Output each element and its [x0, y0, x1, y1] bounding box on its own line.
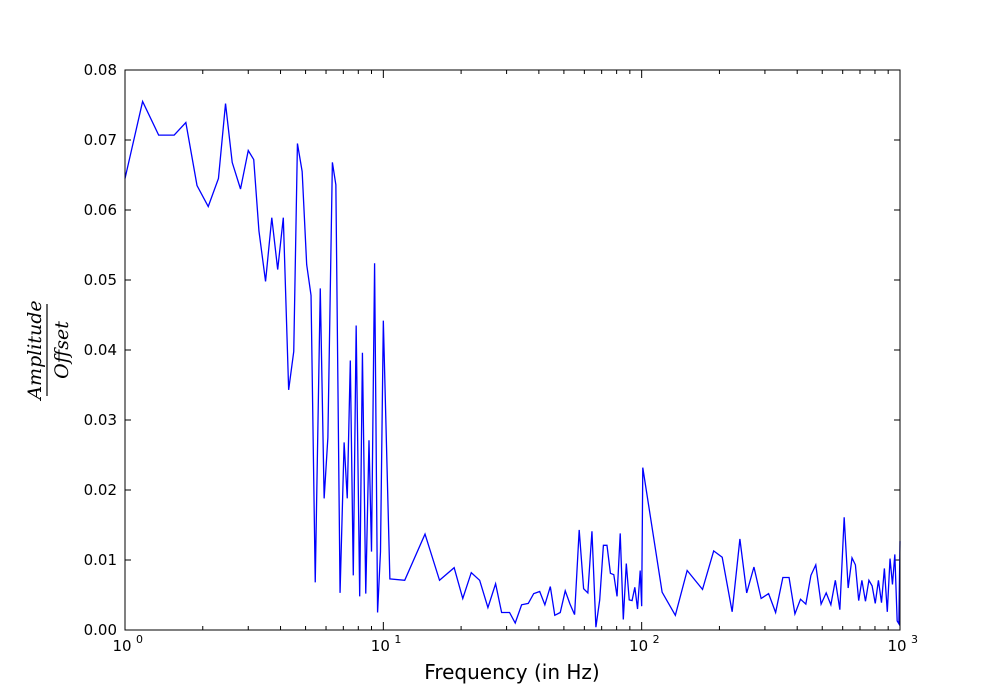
x-tick-label-0: 10	[112, 637, 131, 655]
x-tick-exponent-2: 2	[653, 633, 660, 646]
x-axis-title: Frequency (in Hz)	[424, 660, 599, 684]
y-tick-label-6: 0.06	[84, 201, 117, 219]
plot-area	[125, 70, 900, 630]
y-tick-label-7: 0.07	[84, 131, 117, 149]
series-layer	[124, 99, 901, 628]
x-tick-exponent-3: 3	[911, 633, 918, 646]
y-axis-title-numerator: Amplitude	[24, 300, 46, 401]
y-tick-label-3: 0.03	[84, 411, 117, 429]
x-tick-label-1: 10	[371, 637, 390, 655]
y-tick-label-8: 0.08	[84, 61, 117, 79]
series-line-0	[124, 99, 901, 628]
x-tick-exponent-1: 1	[394, 633, 401, 646]
y-axis-title: Amplitude Offset	[24, 300, 73, 401]
x-tick-label-2: 10	[629, 637, 648, 655]
y-tick-label-2: 0.02	[84, 481, 117, 499]
y-tick-label-1: 0.01	[84, 551, 117, 569]
x-tick-label-3: 10	[887, 637, 906, 655]
y-axis-title-denominator: Offset	[51, 321, 73, 379]
y-tick-label-0: 0.00	[84, 621, 117, 639]
y-tick-label-5: 0.05	[84, 271, 117, 289]
plot-frame	[124, 69, 901, 631]
y-tick-label-4: 0.04	[84, 341, 117, 359]
x-tick-exponent-0: 0	[136, 633, 143, 646]
